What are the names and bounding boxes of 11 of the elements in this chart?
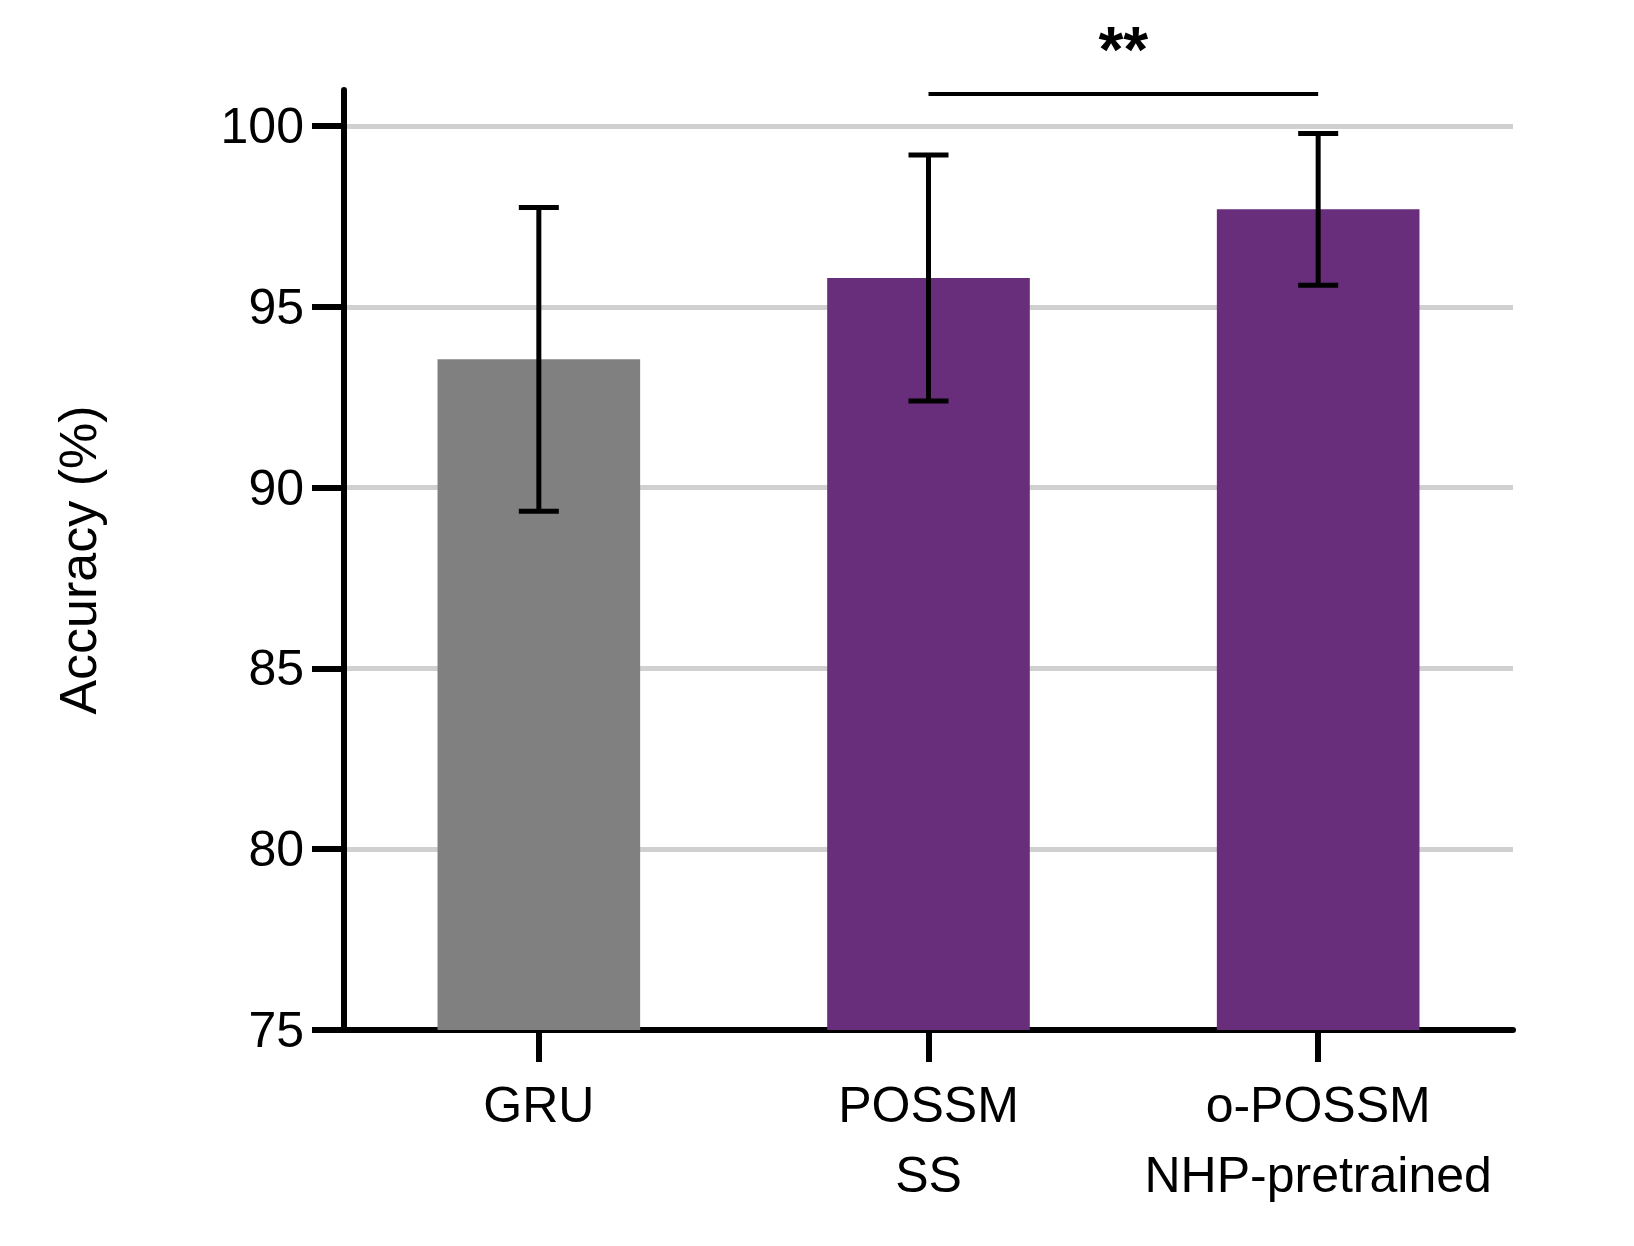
y-tick-label: 85 bbox=[248, 640, 304, 697]
x-tick-label: GRU bbox=[483, 1077, 595, 1133]
y-tick-label: 100 bbox=[220, 98, 304, 155]
y-tick-label: 95 bbox=[248, 278, 304, 335]
y-tick-label: 80 bbox=[248, 821, 304, 878]
x-tick-label: o-POSSM NHP-pretrained bbox=[1144, 1077, 1492, 1203]
y-axis-title: Accuracy (%) bbox=[49, 405, 107, 715]
text: ** bbox=[1098, 14, 1149, 86]
y-tick-label: 90 bbox=[248, 459, 304, 516]
x-tick-label: POSSM SS bbox=[838, 1077, 1019, 1203]
y-tick-label: 75 bbox=[248, 1002, 304, 1058]
